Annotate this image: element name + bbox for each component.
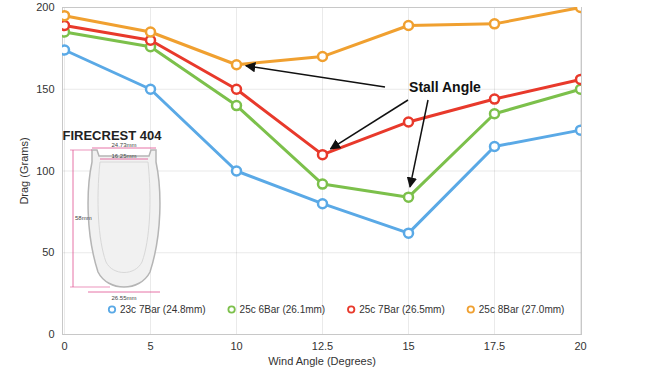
svg-text:58mm: 58mm	[75, 215, 92, 221]
svg-text:0: 0	[48, 328, 54, 340]
svg-text:17.5: 17.5	[484, 340, 505, 352]
svg-text:0: 0	[61, 340, 67, 352]
svg-text:16.25mm: 16.25mm	[111, 153, 136, 159]
svg-text:15: 15	[402, 340, 414, 352]
svg-text:24.73mm: 24.73mm	[111, 142, 136, 148]
svg-text:Stall Angle: Stall Angle	[409, 79, 481, 95]
svg-text:10: 10	[230, 340, 242, 352]
svg-text:23c 7Bar (24.8mm): 23c 7Bar (24.8mm)	[120, 304, 206, 315]
svg-text:Wind Angle (Degrees): Wind Angle (Degrees)	[268, 355, 376, 367]
svg-text:50: 50	[42, 246, 54, 258]
svg-text:100: 100	[36, 165, 54, 177]
svg-text:25c 7Bar (26.5mm): 25c 7Bar (26.5mm)	[359, 304, 445, 315]
svg-text:25c 6Bar (26.1mm): 25c 6Bar (26.1mm)	[240, 304, 326, 315]
svg-text:Drag (Grams): Drag (Grams)	[18, 137, 30, 204]
svg-text:26.55mm: 26.55mm	[111, 295, 136, 301]
svg-text:5: 5	[147, 340, 153, 352]
svg-text:25c 8Bar (27.0mm): 25c 8Bar (27.0mm)	[479, 304, 565, 315]
svg-text:12.5: 12.5	[312, 340, 333, 352]
svg-text:200: 200	[36, 1, 54, 13]
svg-text:150: 150	[36, 83, 54, 95]
svg-text:20: 20	[574, 340, 586, 352]
svg-text:FIRECREST 404: FIRECREST 404	[63, 128, 163, 143]
